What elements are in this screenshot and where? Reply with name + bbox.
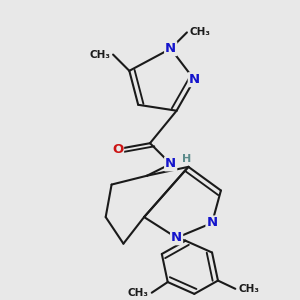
Text: N: N (165, 42, 176, 55)
Text: N: N (165, 158, 176, 170)
Text: N: N (171, 231, 182, 244)
Text: N: N (189, 73, 200, 86)
Text: CH₃: CH₃ (128, 288, 149, 298)
Text: CH₃: CH₃ (238, 284, 259, 294)
Text: H: H (182, 154, 191, 164)
Text: CH₃: CH₃ (90, 50, 111, 60)
Text: N: N (206, 217, 218, 230)
Text: O: O (112, 142, 123, 156)
Text: CH₃: CH₃ (189, 27, 210, 38)
